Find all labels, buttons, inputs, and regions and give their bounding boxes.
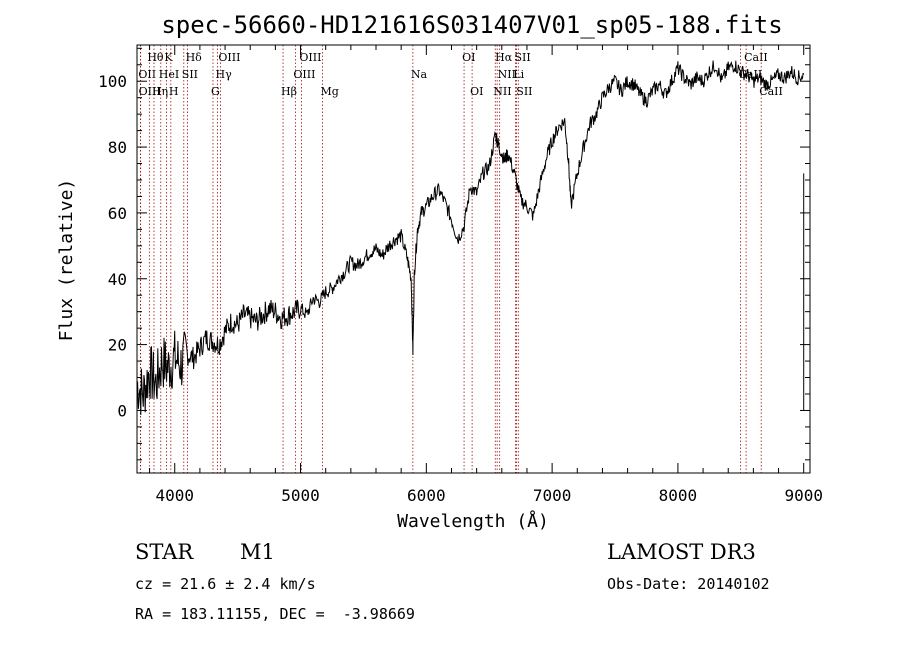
spectrum-line-0 — [136, 60, 805, 416]
line-label-21: G — [211, 85, 220, 98]
y-axis-label: Flux (relative) — [56, 179, 77, 342]
line-label-4: OIII — [299, 51, 321, 64]
line-label-14: Na — [411, 68, 428, 81]
observation-date: Obs-Date: 20140102 — [607, 575, 770, 593]
x-tick-label-2: 6000 — [407, 486, 446, 505]
line-label-19: Hη — [152, 85, 168, 98]
line-label-8: CaII — [744, 51, 768, 64]
line-label-16: Li — [513, 68, 524, 81]
line-label-3: OIII — [218, 51, 240, 64]
line-label-2: Hδ — [186, 51, 203, 64]
axis-ticks: 4000 5000 6000 7000 8000 9000 0 20 40 60 80 100 — [98, 45, 823, 505]
coordinates: RA = 183.11155, DEC = -3.98669 — [135, 605, 415, 623]
chart-title: spec-56660-HD121616S031407V01_sp05-188.f… — [161, 11, 782, 39]
line-label-1: K — [164, 51, 173, 64]
line-label-12: Hγ — [216, 68, 233, 81]
line-label-13: OIII — [293, 68, 315, 81]
line-label-18: OIII — [139, 85, 161, 98]
y-tick-label-3: 60 — [108, 204, 127, 223]
line-label-20: H — [169, 85, 179, 98]
line-label-9: OII — [138, 68, 156, 81]
line-label-26: SII — [516, 85, 532, 98]
line-label-15: NII — [498, 68, 516, 81]
object-class: STAR — [135, 540, 194, 564]
line-label-7: SII — [515, 51, 531, 64]
line-label-22: Hβ — [281, 85, 297, 98]
y-tick-label-1: 20 — [108, 336, 127, 355]
object-subclass: M1 — [240, 540, 275, 564]
line-label-0: Hθ — [147, 51, 164, 64]
x-tick-label-4: 8000 — [659, 486, 698, 505]
x-tick-label-5: 9000 — [784, 486, 823, 505]
y-tick-label-4: 80 — [108, 138, 127, 157]
line-label-27: CaII — [759, 85, 783, 98]
line-label-23: Mg — [321, 85, 339, 98]
line-label-11: SII — [182, 68, 198, 81]
line-label-6: Hα — [495, 51, 513, 64]
line-label-25: NII — [493, 85, 511, 98]
y-tick-label-0: 0 — [117, 401, 127, 420]
x-tick-label-0: 4000 — [155, 486, 194, 505]
spectrum-series — [136, 60, 805, 416]
y-tick-label-5: 100 — [98, 72, 127, 91]
line-label-10: HeI — [159, 68, 179, 81]
x-axis-label: Wavelength (Å) — [397, 510, 549, 532]
line-label-5: OI — [462, 51, 475, 64]
line-label-24: OI — [470, 85, 483, 98]
survey-name: LAMOST DR3 — [607, 540, 756, 564]
x-tick-label-3: 7000 — [533, 486, 572, 505]
x-tick-label-1: 5000 — [281, 486, 320, 505]
plot-frame — [136, 44, 811, 474]
redshift-velocity: cz = 21.6 ± 2.4 km/s — [135, 575, 316, 593]
y-tick-label-2: 40 — [108, 270, 127, 289]
